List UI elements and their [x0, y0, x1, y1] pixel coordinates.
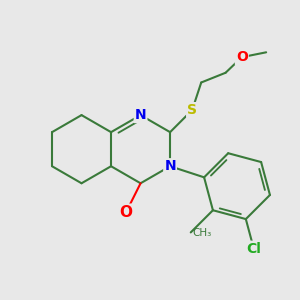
- Text: S: S: [187, 103, 197, 117]
- Text: N: N: [135, 108, 146, 122]
- Text: O: O: [236, 50, 248, 64]
- Text: CH₃: CH₃: [192, 228, 211, 238]
- Text: O: O: [120, 205, 133, 220]
- Text: Cl: Cl: [246, 242, 261, 256]
- Text: N: N: [164, 159, 176, 173]
